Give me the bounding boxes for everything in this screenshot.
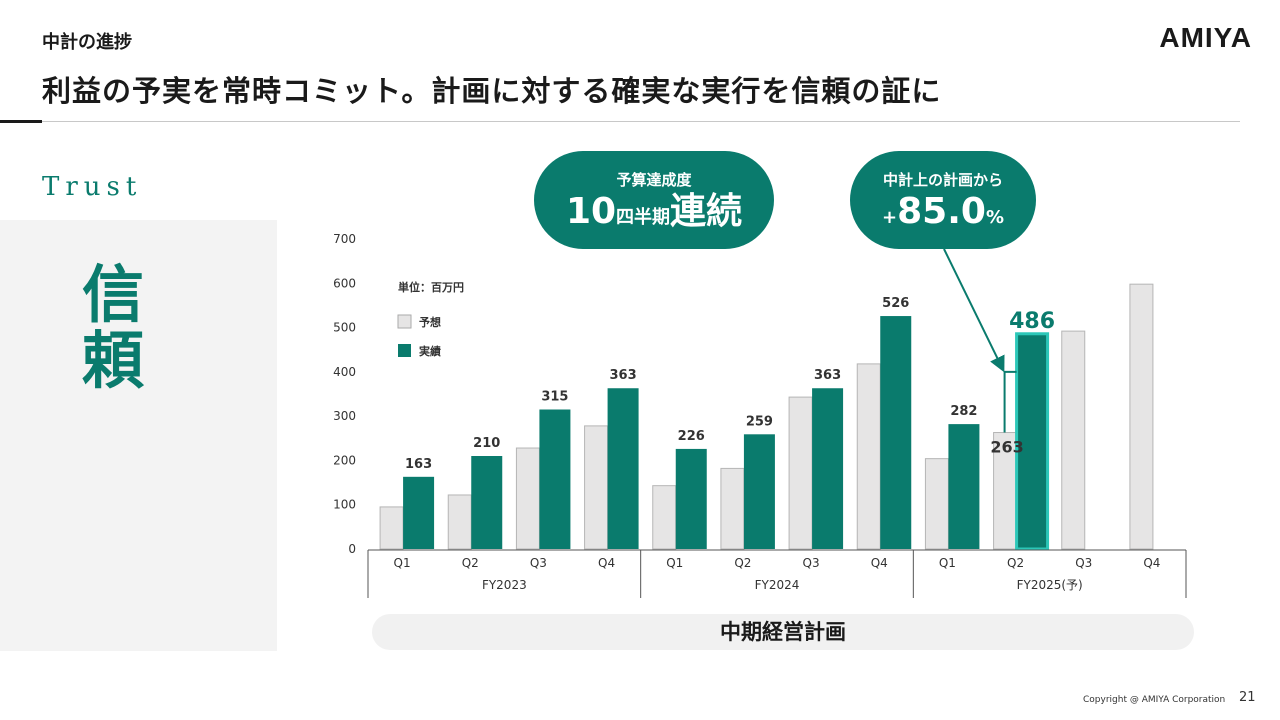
trust-kanji: 信頼 [81, 258, 144, 397]
trust-eyebrow: Trust [42, 172, 143, 202]
bar-series: 163 210 315 363 226 259 363 526 282 486 263 [379, 283, 1154, 551]
unit-label: 単位：百万円 [398, 280, 464, 294]
y-axis: 0 100 200 300 400 500 600 700 [333, 232, 356, 556]
budget-callout-number: 10 [565, 191, 617, 232]
forecast-bar [1061, 330, 1086, 550]
actual-data-label: 210 [473, 436, 500, 451]
plan-callout-unit: % [985, 207, 1004, 228]
forecast-data-label: 263 [990, 438, 1023, 457]
x-tick-label: Q1 [394, 556, 411, 570]
forecast-bar [584, 425, 609, 550]
actual-bar [743, 434, 775, 549]
actual-bar [403, 476, 435, 549]
y-tick-label: 400 [333, 365, 356, 379]
page-title: 利益の予実を常時コミット。計画に対する確実な実行を信頼の証に [42, 74, 942, 108]
forecast-bar [788, 396, 813, 550]
forecast-bar [720, 467, 745, 550]
actual-data-label: 486 [1009, 309, 1055, 334]
y-tick-label: 100 [333, 498, 356, 512]
actual-data-label: 315 [541, 390, 568, 405]
actual-data-label: 526 [882, 296, 909, 311]
x-tick-label: Q3 [803, 556, 820, 570]
forecast-bar [924, 458, 949, 550]
x-tick-label: Q4 [598, 556, 615, 570]
fiscal-year-label: FY2023 [482, 578, 527, 592]
actual-data-label: 259 [746, 414, 773, 429]
actual-bar [880, 316, 912, 549]
x-tick-label: Q3 [530, 556, 547, 570]
y-tick-label: 500 [333, 321, 356, 335]
plan-callout-title: 中計上の計画から [882, 171, 1003, 189]
actual-bar [675, 448, 707, 549]
x-tick-label: Q2 [1007, 556, 1024, 570]
x-axis: Q1 Q2 Q3 Q4 Q1 Q2 Q3 Q4 Q1 Q2 Q3 Q4 FY2023 FY2024 FY20… [367, 549, 1187, 598]
forecast-bar [652, 485, 677, 550]
y-tick-label: 300 [333, 409, 356, 423]
forecast-bar [993, 432, 1018, 550]
actual-bar-highlight [1015, 332, 1050, 551]
x-tick-label: Q1 [939, 556, 956, 570]
x-tick-label: Q4 [871, 556, 888, 570]
actual-data-label: 282 [950, 404, 977, 419]
plan-callout-value: +85.0% [850, 190, 1036, 240]
chart-annotations [943, 248, 1017, 433]
copyright: Copyright @ AMIYA Corporation [1083, 695, 1226, 705]
y-tick-label: 600 [333, 276, 356, 290]
x-tick-label: Q2 [462, 556, 479, 570]
header-divider [42, 121, 1240, 122]
mid-term-plan-label: 中期経営計画 [372, 614, 1194, 650]
y-tick-label: 0 [348, 542, 356, 556]
legend-swatch-forecast [397, 314, 412, 329]
actual-data-label: 363 [610, 368, 637, 383]
budget-callout-unit: 四半期 [616, 207, 671, 228]
plan-delta-callout: 中計上の計画から +85.0% [850, 151, 1036, 249]
plan-callout-number: 85.0 [897, 191, 986, 232]
left-panel [0, 220, 277, 651]
fiscal-year-label: FY2025(予) [1017, 578, 1083, 592]
fiscal-year-label: FY2024 [755, 578, 800, 592]
forecast-bar [379, 506, 404, 550]
forecast-bar [856, 363, 881, 550]
actual-data-label: 226 [678, 429, 705, 444]
delta-bracket [1003, 370, 1017, 433]
x-tick-label: Q1 [666, 556, 683, 570]
forecast-bar [515, 447, 540, 550]
x-tick-label: Q4 [1143, 556, 1160, 570]
callout-arrow [943, 248, 1005, 373]
actual-data-label: 163 [405, 457, 432, 472]
budget-callout-suffix: 連続 [670, 191, 743, 232]
company-logo: AMIYA [1159, 22, 1252, 53]
actual-bar [948, 424, 980, 549]
legend-label-forecast: 予想 [419, 315, 441, 329]
x-tick-label: Q3 [1075, 556, 1092, 570]
budget-achievement-callout: 予算達成度 10四半期連続 [534, 151, 774, 249]
actual-bar [539, 409, 571, 549]
y-tick-label: 700 [333, 232, 356, 246]
forecast-bar [1129, 283, 1154, 550]
y-tick-label: 200 [333, 453, 356, 467]
actual-bar [812, 388, 844, 549]
legend-label-actual: 実績 [419, 344, 441, 358]
actual-bar [471, 456, 503, 549]
x-tick-label: Q2 [734, 556, 751, 570]
budget-callout-title: 予算達成度 [616, 171, 692, 189]
actual-data-label: 363 [814, 368, 841, 383]
forecast-bar [447, 494, 472, 550]
section-title: 中計の進捗 [42, 32, 132, 53]
legend-swatch-actual [398, 344, 411, 357]
budget-callout-value: 10四半期連続 [534, 190, 774, 240]
plan-callout-sign: + [882, 207, 898, 228]
actual-bar [607, 388, 639, 549]
header-divider-accent [0, 120, 42, 123]
page-number: 21 [1239, 690, 1256, 705]
